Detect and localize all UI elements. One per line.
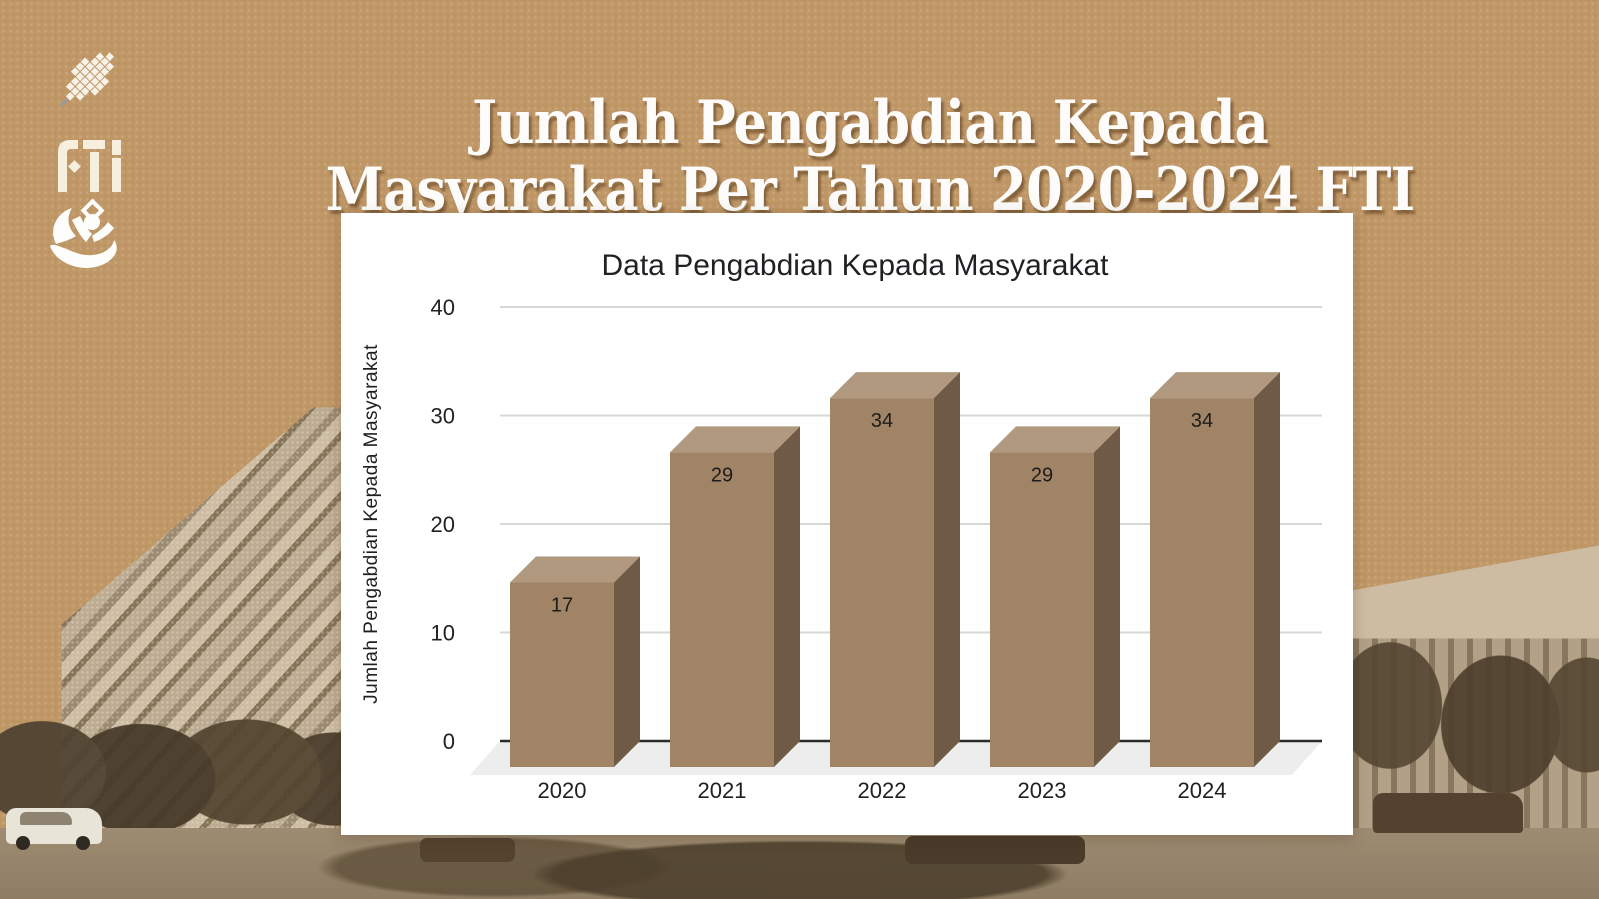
fti-letter-i <box>112 158 121 192</box>
person-cap <box>80 198 105 223</box>
bar-2021-front <box>670 452 774 767</box>
car-wheel <box>16 836 30 850</box>
bar-2022-side <box>934 372 960 767</box>
bar-value-label-2020: 17 <box>551 595 573 617</box>
parked-car <box>1373 793 1523 833</box>
bar-2020-side <box>614 556 640 767</box>
bar-2021-side <box>774 426 800 767</box>
x-axis-label-2020: 2020 <box>538 778 587 803</box>
chart-card: 0 10 20 30 40 17 2020 29 2021 34 2022 29 2023 34 2024 D… <box>341 213 1353 835</box>
bar-2022-top <box>830 372 960 399</box>
x-axis-label-2024: 2024 <box>1178 778 1227 803</box>
bar-2024-side <box>1254 372 1280 767</box>
batik-keris-logo <box>59 52 115 107</box>
y-tick-label-0: 0 <box>443 729 455 754</box>
white-car <box>6 808 102 850</box>
page-title-line-1: Jumlah Pengabdian Kepada <box>471 88 1269 159</box>
person-swoosh-logo <box>50 198 117 268</box>
bar-2023-front <box>990 452 1094 767</box>
fti-letter-t-stem <box>90 152 99 192</box>
bar-value-label-2023: 29 <box>1031 464 1053 486</box>
parked-car <box>420 838 515 862</box>
chart-title: Data Pengabdian Kepada Masyarakat <box>601 249 1109 282</box>
bar-2024-top <box>1150 372 1280 399</box>
chart-svg: 0 10 20 30 40 17 2020 29 2021 34 2022 29 2023 34 2024 D… <box>361 249 1322 803</box>
swoosh-upper <box>53 208 76 244</box>
ground-road <box>0 828 1599 899</box>
bar-2024-front <box>1150 398 1254 767</box>
bar-2023-top <box>990 426 1120 453</box>
keris-tip <box>59 98 69 107</box>
right-trees <box>1353 620 1599 810</box>
car-wheel <box>76 836 90 850</box>
parked-car <box>905 836 1085 864</box>
bar-2022-front <box>830 398 934 767</box>
fti-f-dot <box>68 160 81 173</box>
bar-value-label-2024: 34 <box>1191 410 1213 432</box>
x-axis-label-2022: 2022 <box>858 778 907 803</box>
car-window <box>20 812 72 825</box>
person-arm-left <box>72 216 92 242</box>
y-axis-title: Jumlah Pengabdian Kepada Masyarakat <box>361 344 382 704</box>
bar-2023-side <box>1094 426 1120 767</box>
x-axis-label-2023: 2023 <box>1018 778 1067 803</box>
bar-2020-top <box>510 556 640 583</box>
y-tick-label-30: 30 <box>431 404 455 429</box>
y-tick-label-40: 40 <box>431 295 455 320</box>
bar-value-label-2022: 34 <box>871 410 893 432</box>
fti-letter-f <box>58 140 78 192</box>
bar-2020-front <box>510 582 614 767</box>
y-tick-label-20: 20 <box>431 512 455 537</box>
page-title: Jumlah Pengabdian Kepada Masyarakat Per … <box>263 88 1477 226</box>
x-axis-label-2021: 2021 <box>698 778 747 803</box>
fti-logo <box>58 140 121 192</box>
fti-letter-t-bar <box>83 140 105 149</box>
bar-value-label-2021: 29 <box>711 464 733 486</box>
fti-letter-i-top <box>112 140 121 155</box>
y-tick-label-10: 10 <box>431 621 455 646</box>
page-title-line-2: Masyarakat Per Tahun 2020-2024 FTI <box>325 155 1416 226</box>
person-arm-right <box>92 222 114 242</box>
bar-2021-top <box>670 426 800 453</box>
swoosh-lower <box>50 240 117 268</box>
